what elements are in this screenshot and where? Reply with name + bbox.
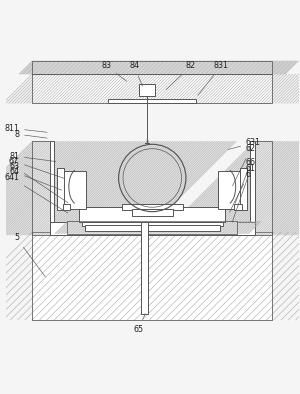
Bar xyxy=(218,171,242,209)
Text: 62: 62 xyxy=(232,144,256,186)
Polygon shape xyxy=(32,141,50,235)
Bar xyxy=(57,168,64,210)
Bar xyxy=(250,141,255,222)
Text: 82: 82 xyxy=(166,61,196,90)
Bar xyxy=(141,222,148,314)
Text: 831: 831 xyxy=(198,61,229,95)
Polygon shape xyxy=(32,232,272,320)
Bar xyxy=(132,209,173,216)
Bar xyxy=(50,141,54,222)
Text: 641: 641 xyxy=(4,173,68,213)
Text: 83: 83 xyxy=(101,61,127,81)
Bar xyxy=(85,225,220,230)
Text: 6: 6 xyxy=(230,170,251,212)
Bar xyxy=(63,171,86,209)
Bar xyxy=(240,168,247,210)
Polygon shape xyxy=(68,221,237,234)
Bar xyxy=(139,84,155,96)
Text: 811: 811 xyxy=(4,124,47,133)
Text: 63: 63 xyxy=(9,162,68,203)
Bar xyxy=(63,204,70,210)
Text: 65: 65 xyxy=(134,314,145,334)
Text: 631: 631 xyxy=(228,138,261,149)
Bar xyxy=(50,222,255,235)
Text: 67: 67 xyxy=(9,157,65,178)
Polygon shape xyxy=(32,61,272,74)
Bar xyxy=(122,204,183,210)
Text: 81: 81 xyxy=(9,152,56,162)
Bar xyxy=(108,99,196,103)
Text: 5: 5 xyxy=(14,234,45,277)
Bar xyxy=(79,207,225,222)
Bar xyxy=(234,204,242,210)
Polygon shape xyxy=(32,74,272,103)
Text: 61: 61 xyxy=(232,164,256,222)
Text: 66: 66 xyxy=(235,158,256,203)
Polygon shape xyxy=(255,141,272,235)
Text: 8: 8 xyxy=(14,130,47,139)
Bar xyxy=(82,222,223,226)
Text: 84: 84 xyxy=(129,61,142,86)
Text: 64: 64 xyxy=(9,167,62,190)
